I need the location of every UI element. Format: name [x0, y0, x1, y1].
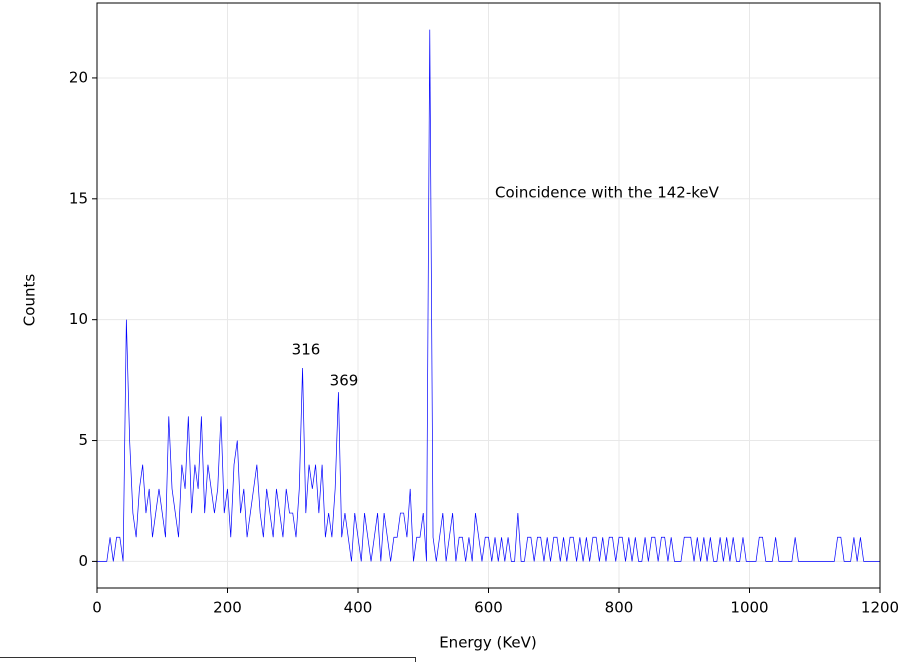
x-tick-label: 0 — [92, 599, 102, 617]
y-tick-label: 0 — [78, 552, 88, 570]
y-tick-label: 5 — [78, 431, 88, 449]
data-line — [97, 29, 880, 562]
overlay-panel — [0, 628, 424, 662]
y-tick-label: 20 — [69, 68, 88, 86]
x-tick-label: 600 — [474, 599, 503, 617]
overlay-box — [0, 657, 416, 662]
y-tick-label: 10 — [69, 310, 88, 328]
annotation: 316 — [292, 341, 321, 359]
x-tick-label: 200 — [213, 599, 242, 617]
x-axis-label: Energy (KeV) — [439, 634, 537, 652]
plot-frame — [96, 2, 881, 589]
annotation: 369 — [330, 372, 359, 390]
y-tick-label: 15 — [69, 189, 88, 207]
x-tick-label: 400 — [344, 599, 373, 617]
x-tick-label: 800 — [605, 599, 634, 617]
y-axis-label: Counts — [21, 274, 39, 327]
x-tick-label: 1200 — [861, 599, 899, 617]
x-tick-label: 1000 — [730, 599, 768, 617]
annotation: Coincidence with the 142-keV — [495, 184, 720, 202]
